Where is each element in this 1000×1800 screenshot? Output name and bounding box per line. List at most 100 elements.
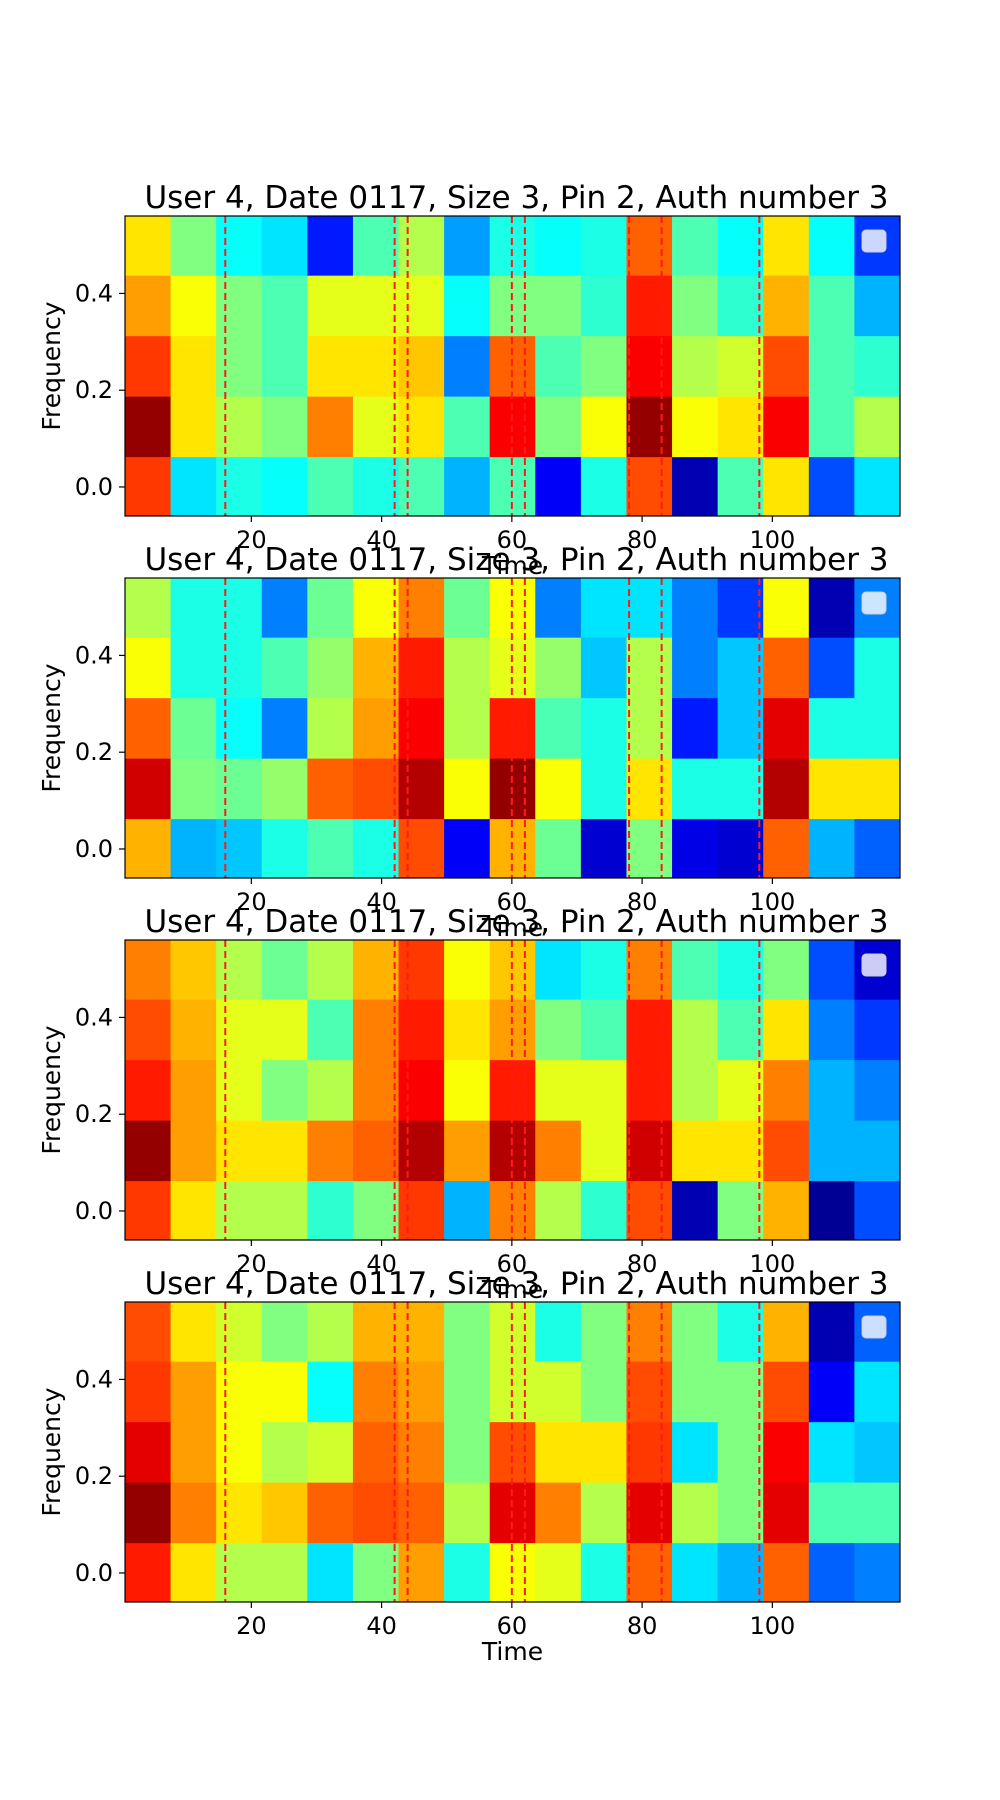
heatmap-cell	[398, 637, 445, 699]
heatmap-cell	[352, 1542, 399, 1603]
heatmap-cell	[763, 637, 810, 699]
heatmap-cell	[352, 637, 399, 699]
heatmap-cell	[170, 216, 217, 276]
heatmap-cell	[672, 396, 719, 458]
x-tick-label: 100	[749, 888, 795, 916]
heatmap-cell	[580, 335, 627, 397]
heatmap-cell	[261, 1421, 308, 1483]
heatmap-cell	[763, 1542, 810, 1603]
heatmap-cell	[398, 275, 445, 337]
heatmap-cell	[444, 1059, 491, 1121]
heatmap-cell	[808, 1120, 855, 1182]
heatmap-cell	[352, 758, 399, 820]
heatmap-cell	[808, 396, 855, 458]
heatmap-cell	[352, 1361, 399, 1423]
heatmap-cell	[352, 1120, 399, 1182]
heatmap-cell	[170, 275, 217, 337]
x-tick-label: 80	[627, 1612, 658, 1640]
heatmap-cell	[261, 1180, 308, 1241]
heatmap-cell	[717, 275, 764, 337]
heatmap-cell	[352, 335, 399, 397]
heatmap-cell	[717, 456, 764, 517]
heatmap-cell	[352, 1482, 399, 1544]
heatmap-cell	[398, 758, 445, 820]
heatmap-cell	[216, 216, 263, 276]
heatmap-cell	[763, 818, 810, 879]
heatmap-cell	[672, 1120, 719, 1182]
legend-box	[861, 1315, 887, 1339]
legend-box	[861, 229, 887, 253]
heatmap-cell	[672, 578, 719, 638]
legend-box	[861, 953, 887, 977]
heatmap-cell	[352, 1180, 399, 1241]
heatmap-cell	[717, 1361, 764, 1423]
heatmap-cell	[672, 335, 719, 397]
y-tick-label: 0.0	[75, 1197, 113, 1225]
heatmap-cell	[444, 578, 491, 638]
chart-title: User 4, Date 0117, Size 3, Pin 2, Auth n…	[144, 542, 888, 578]
heatmap-cell	[808, 818, 855, 879]
y-tick-label: 0.4	[75, 279, 113, 307]
y-tick-label: 0.4	[75, 1365, 113, 1393]
heatmap-cell	[626, 1542, 673, 1603]
heatmap-cell	[398, 335, 445, 397]
heatmap-cell	[216, 1542, 263, 1603]
heatmap-cell	[717, 940, 764, 1000]
heatmap-cell	[170, 1180, 217, 1241]
heatmap-cell	[854, 1542, 901, 1603]
heatmap-cell	[444, 758, 491, 820]
heatmap-cell	[307, 999, 354, 1061]
heatmap-cell	[398, 1482, 445, 1544]
y-axis-label: Frequency	[37, 663, 66, 792]
x-tick-label: 60	[497, 526, 528, 554]
heatmap-cell	[261, 1361, 308, 1423]
y-axis-label: Frequency	[37, 1387, 66, 1516]
chart-title: User 4, Date 0117, Size 3, Pin 2, Auth n…	[144, 1266, 888, 1302]
heatmap-cell	[535, 1542, 582, 1603]
heatmap-cell	[580, 818, 627, 879]
heatmap-cell	[626, 335, 673, 397]
heatmap-cell	[125, 758, 171, 820]
x-tick-label: 60	[497, 1612, 528, 1640]
heatmap-cell	[808, 456, 855, 517]
chart-title: User 4, Date 0117, Size 3, Pin 2, Auth n…	[144, 904, 888, 940]
heatmap-cell	[352, 818, 399, 879]
heatmap-cell	[535, 1421, 582, 1483]
y-axis-label: Frequency	[37, 1025, 66, 1154]
heatmap-cell	[307, 1361, 354, 1423]
heatmap-cell	[216, 999, 263, 1061]
heatmap-cell	[216, 578, 263, 638]
heatmap-cell	[763, 1302, 810, 1362]
heatmap-cell	[580, 940, 627, 1000]
heatmap-cell	[854, 1180, 901, 1241]
heatmap-cell	[580, 1542, 627, 1603]
x-tick-label: 100	[749, 1250, 795, 1278]
heatmap-cell	[808, 1302, 855, 1362]
heatmap-cell	[444, 1542, 491, 1603]
heatmap-cell	[352, 999, 399, 1061]
heatmap-cell	[763, 396, 810, 458]
y-tick-label: 0.2	[75, 1100, 113, 1128]
heatmap-cell	[808, 637, 855, 699]
heatmap-cell	[672, 637, 719, 699]
plot-frame	[124, 939, 901, 1241]
chart-title: User 4, Date 0117, Size 3, Pin 2, Auth n…	[144, 180, 888, 216]
y-tick-label: 0.2	[75, 376, 113, 404]
heatmap-cell	[854, 637, 901, 699]
heatmap-cell	[125, 275, 171, 337]
x-tick-label: 20	[236, 888, 267, 916]
heatmap-cell	[535, 216, 582, 276]
heatmap-cell	[261, 1120, 308, 1182]
heatmap-cell	[672, 940, 719, 1000]
heatmap-cell	[170, 818, 217, 879]
heatmap-cell	[626, 578, 673, 638]
heatmap-cell	[763, 1421, 810, 1483]
heatmap-cell	[398, 940, 445, 1000]
heatmap-cell	[854, 275, 901, 337]
heatmap-cell	[170, 335, 217, 397]
heatmap-cell	[216, 818, 263, 879]
heatmap-cell	[580, 578, 627, 638]
heatmap-cell	[170, 758, 217, 820]
heatmap-cell	[854, 1482, 901, 1544]
heatmap-cell	[626, 637, 673, 699]
